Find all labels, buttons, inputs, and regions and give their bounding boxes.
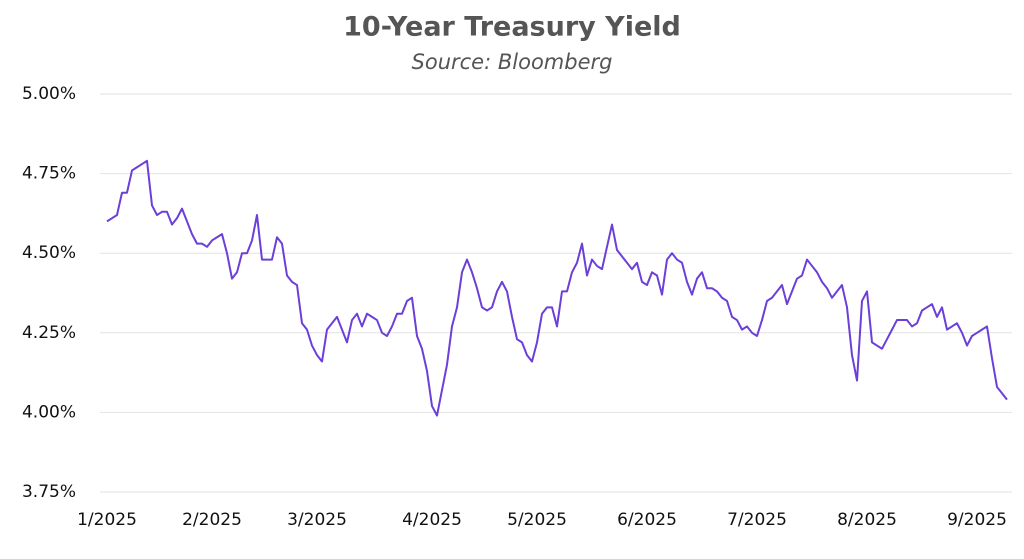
- chart-subtitle: Source: Bloomberg: [412, 50, 613, 74]
- line-series: [106, 159, 1008, 417]
- x-tick-label: 1/2025: [77, 510, 137, 530]
- x-tick-label: 3/2025: [287, 510, 347, 530]
- x-tick-label: 4/2025: [402, 510, 462, 530]
- x-tick-label: 7/2025: [727, 510, 787, 530]
- x-tick-label: 5/2025: [507, 510, 567, 530]
- x-tick-label: 2/2025: [182, 510, 242, 530]
- y-tick-label: 3.75%: [22, 482, 76, 502]
- x-tick-label: 6/2025: [617, 510, 677, 530]
- y-tick-label: 4.25%: [22, 323, 76, 343]
- y-tick-label: 4.00%: [22, 402, 76, 422]
- chart-title: 10-Year Treasury Yield: [343, 12, 681, 43]
- y-tick-label: 5.00%: [22, 84, 76, 104]
- y-tick-label: 4.75%: [22, 164, 76, 184]
- x-tick-label: 9/2025: [947, 510, 1007, 530]
- x-tick-label: 8/2025: [837, 510, 897, 530]
- y-tick-label: 4.50%: [22, 243, 76, 263]
